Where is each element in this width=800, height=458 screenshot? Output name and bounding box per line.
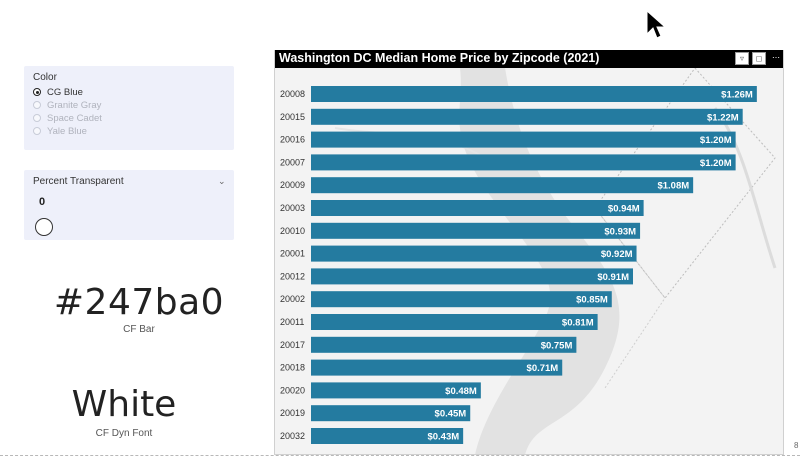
category-tick-label: 20016 — [280, 135, 305, 145]
bar-value-label: $0.43M — [427, 432, 459, 443]
category-tick-label: 20012 — [280, 271, 305, 281]
color-option-space-cadet[interactable]: Space Cadet — [33, 112, 102, 124]
chevron-down-icon[interactable]: ⌄ — [218, 176, 226, 186]
bar-value-label: $0.94M — [608, 204, 640, 215]
bar-20008[interactable] — [311, 86, 757, 102]
hex-color-card-caption: CF Bar — [123, 324, 155, 335]
category-tick-label: 20009 — [280, 180, 305, 190]
percent-value: 0 — [39, 196, 46, 208]
bar-value-label: $0.81M — [562, 318, 594, 329]
hex-color-card-value: #247ba0 — [53, 282, 225, 323]
bar-value-label: $0.48M — [445, 386, 477, 397]
bar-20009[interactable] — [311, 177, 694, 194]
category-tick-label: 20017 — [280, 340, 305, 350]
chart-header: Washington DC Median Home Price by Zipco… — [275, 50, 783, 68]
bar-20015[interactable] — [311, 108, 743, 125]
color-slicer: Color CG Blue Granite Gray Space Cadet Y… — [24, 66, 234, 150]
bar-20020[interactable] — [311, 382, 481, 399]
color-option-label: CG Blue — [47, 86, 83, 98]
bar-chart-visual[interactable]: Washington DC Median Home Price by Zipco… — [274, 50, 784, 455]
focus-mode-icon[interactable]: ◻ — [752, 52, 766, 65]
radio-selected-icon[interactable] — [33, 88, 41, 96]
radio-icon[interactable] — [33, 127, 41, 135]
bar-20019[interactable] — [311, 405, 471, 422]
category-tick-label: 20001 — [280, 249, 305, 259]
radio-icon[interactable] — [33, 114, 41, 122]
bar-20017[interactable] — [311, 336, 577, 353]
bar-20016[interactable] — [311, 131, 736, 148]
category-tick-label: 20020 — [280, 385, 305, 395]
color-option-label: Yale Blue — [47, 125, 87, 137]
color-slicer-title: Color — [33, 72, 57, 83]
color-option-yale-blue[interactable]: Yale Blue — [33, 125, 87, 137]
bar-value-label: $1.08M — [657, 181, 689, 192]
category-tick-label: 20015 — [280, 112, 305, 122]
radio-icon[interactable] — [33, 101, 41, 109]
bars-layer: 20008 $1.26M 20015 $1.22M 20016 $1.20M 20007 $1… — [280, 86, 757, 444]
bar-20010[interactable] — [311, 222, 641, 239]
bar-value-label: $0.85M — [576, 295, 608, 306]
bar-value-label: $1.20M — [700, 158, 732, 169]
category-tick-label: 20011 — [280, 317, 304, 327]
bar-20018[interactable] — [311, 359, 563, 376]
bar-value-label: $0.75M — [541, 340, 573, 351]
mouse-cursor-icon — [646, 10, 666, 39]
bar-value-label: $0.92M — [601, 249, 633, 260]
category-tick-label: 20002 — [280, 294, 305, 304]
page-bottom-border — [0, 455, 800, 456]
bar-value-label: $1.26M — [721, 90, 753, 101]
bar-value-label: $1.20M — [700, 135, 732, 146]
percent-transparent-slicer: Percent Transparent ⌄ 0 — [24, 170, 234, 240]
color-option-label: Granite Gray — [47, 99, 102, 111]
color-option-granite-gray[interactable]: Granite Gray — [33, 99, 101, 111]
bar-20032[interactable] — [311, 428, 464, 444]
slider-handle[interactable] — [35, 218, 53, 236]
bar-20002[interactable] — [311, 291, 612, 308]
category-tick-label: 20019 — [280, 408, 305, 418]
font-color-card-value: White — [71, 384, 177, 425]
bar-20012[interactable] — [311, 268, 633, 285]
category-tick-label: 20007 — [280, 157, 305, 167]
bar-value-label: $0.45M — [435, 409, 467, 420]
font-color-card-caption: CF Dyn Font — [95, 428, 153, 439]
bar-20001[interactable] — [311, 245, 637, 262]
bar-value-label: $0.91M — [597, 272, 629, 283]
bar-20007[interactable] — [311, 154, 736, 171]
color-option-label: Space Cadet — [47, 112, 102, 124]
category-tick-label: 20008 — [280, 89, 305, 99]
bar-20003[interactable] — [311, 200, 644, 216]
category-tick-label: 20018 — [280, 363, 305, 373]
category-tick-label: 20032 — [280, 431, 305, 441]
category-tick-label: 20003 — [280, 203, 305, 213]
bar-value-label: $1.22M — [707, 112, 739, 123]
more-options-icon[interactable]: ⋯ — [772, 53, 780, 62]
color-option-cg-blue[interactable]: CG Blue — [33, 86, 83, 98]
percent-slicer-title: Percent Transparent — [33, 176, 124, 187]
page-number: 8 — [794, 441, 799, 450]
bar-value-label: $0.71M — [527, 363, 559, 374]
bar-value-label: $0.93M — [604, 226, 636, 237]
category-tick-label: 20010 — [280, 226, 305, 236]
chart-title: Washington DC Median Home Price by Zipco… — [279, 51, 600, 65]
bar-20011[interactable] — [311, 314, 598, 330]
filter-icon[interactable]: ▿ — [735, 52, 749, 65]
